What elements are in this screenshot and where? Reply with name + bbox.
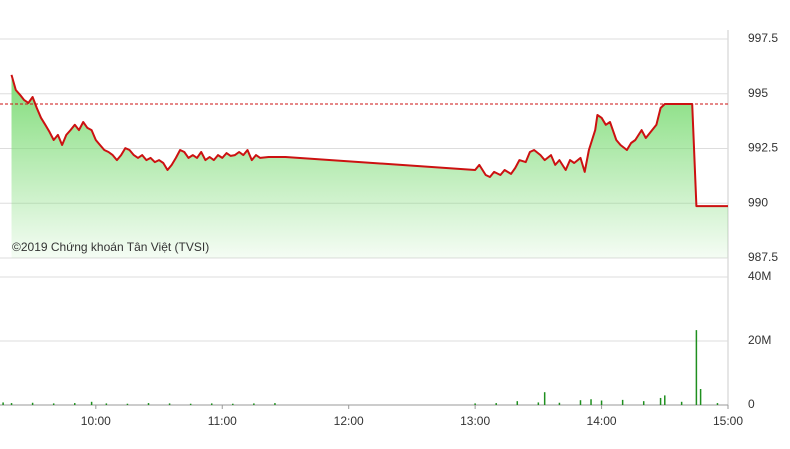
volume-bar — [147, 403, 150, 405]
volume-bar — [74, 403, 76, 405]
volume-bar — [253, 403, 255, 405]
x-tick-label: 15:00 — [713, 414, 743, 428]
y-tick-label: 0 — [748, 397, 755, 411]
y-tick-label: 987.5 — [748, 250, 778, 264]
volume-bar — [274, 403, 276, 405]
volume-bar — [495, 403, 497, 405]
volume-bar — [699, 389, 702, 405]
price-area — [11, 74, 728, 259]
volume-bar — [168, 403, 171, 405]
x-tick-label: 14:00 — [587, 414, 617, 428]
volume-bar — [189, 403, 192, 405]
volume-bar — [537, 402, 540, 405]
y-tick-label: 990 — [748, 195, 768, 209]
volume-bar — [664, 395, 666, 405]
volume-bar — [716, 403, 719, 405]
volume-bar — [31, 402, 34, 405]
volume-bar — [600, 400, 603, 405]
x-tick-label: 11:00 — [208, 414, 237, 428]
volume-bar — [659, 397, 662, 405]
y-tick-label: 997.5 — [748, 31, 778, 45]
volume-bar — [105, 403, 108, 405]
volume-bar — [52, 403, 55, 405]
x-tick-label: 12:00 — [334, 414, 364, 428]
volume-bar — [232, 403, 234, 405]
volume-bar — [590, 399, 592, 405]
volume-bar — [210, 403, 213, 405]
y-tick-label: 992.5 — [748, 141, 778, 155]
volume-bar — [695, 330, 698, 405]
y-tick-label: 40M — [748, 269, 771, 283]
volume-bar — [642, 401, 645, 405]
volume-bar — [558, 402, 561, 405]
volume-bar — [579, 400, 582, 405]
volume-bar — [516, 401, 519, 405]
x-tick-label: 13:00 — [460, 414, 490, 428]
volume-bar — [2, 402, 4, 405]
volume-bar — [543, 392, 546, 405]
volume-bar — [10, 403, 13, 405]
volume-bar — [474, 403, 476, 405]
x-tick-label: 10:00 — [81, 414, 111, 428]
price-line — [10, 74, 728, 208]
volume-bar — [621, 399, 624, 405]
y-tick-label: 20M — [748, 333, 771, 347]
watermark: ©2019 Chứng khoán Tân Việt (TVSI) — [12, 240, 209, 254]
volume-bar — [126, 403, 129, 405]
y-tick-label: 995 — [748, 86, 768, 100]
volume-bar — [90, 401, 93, 405]
volume-bar — [680, 401, 683, 405]
